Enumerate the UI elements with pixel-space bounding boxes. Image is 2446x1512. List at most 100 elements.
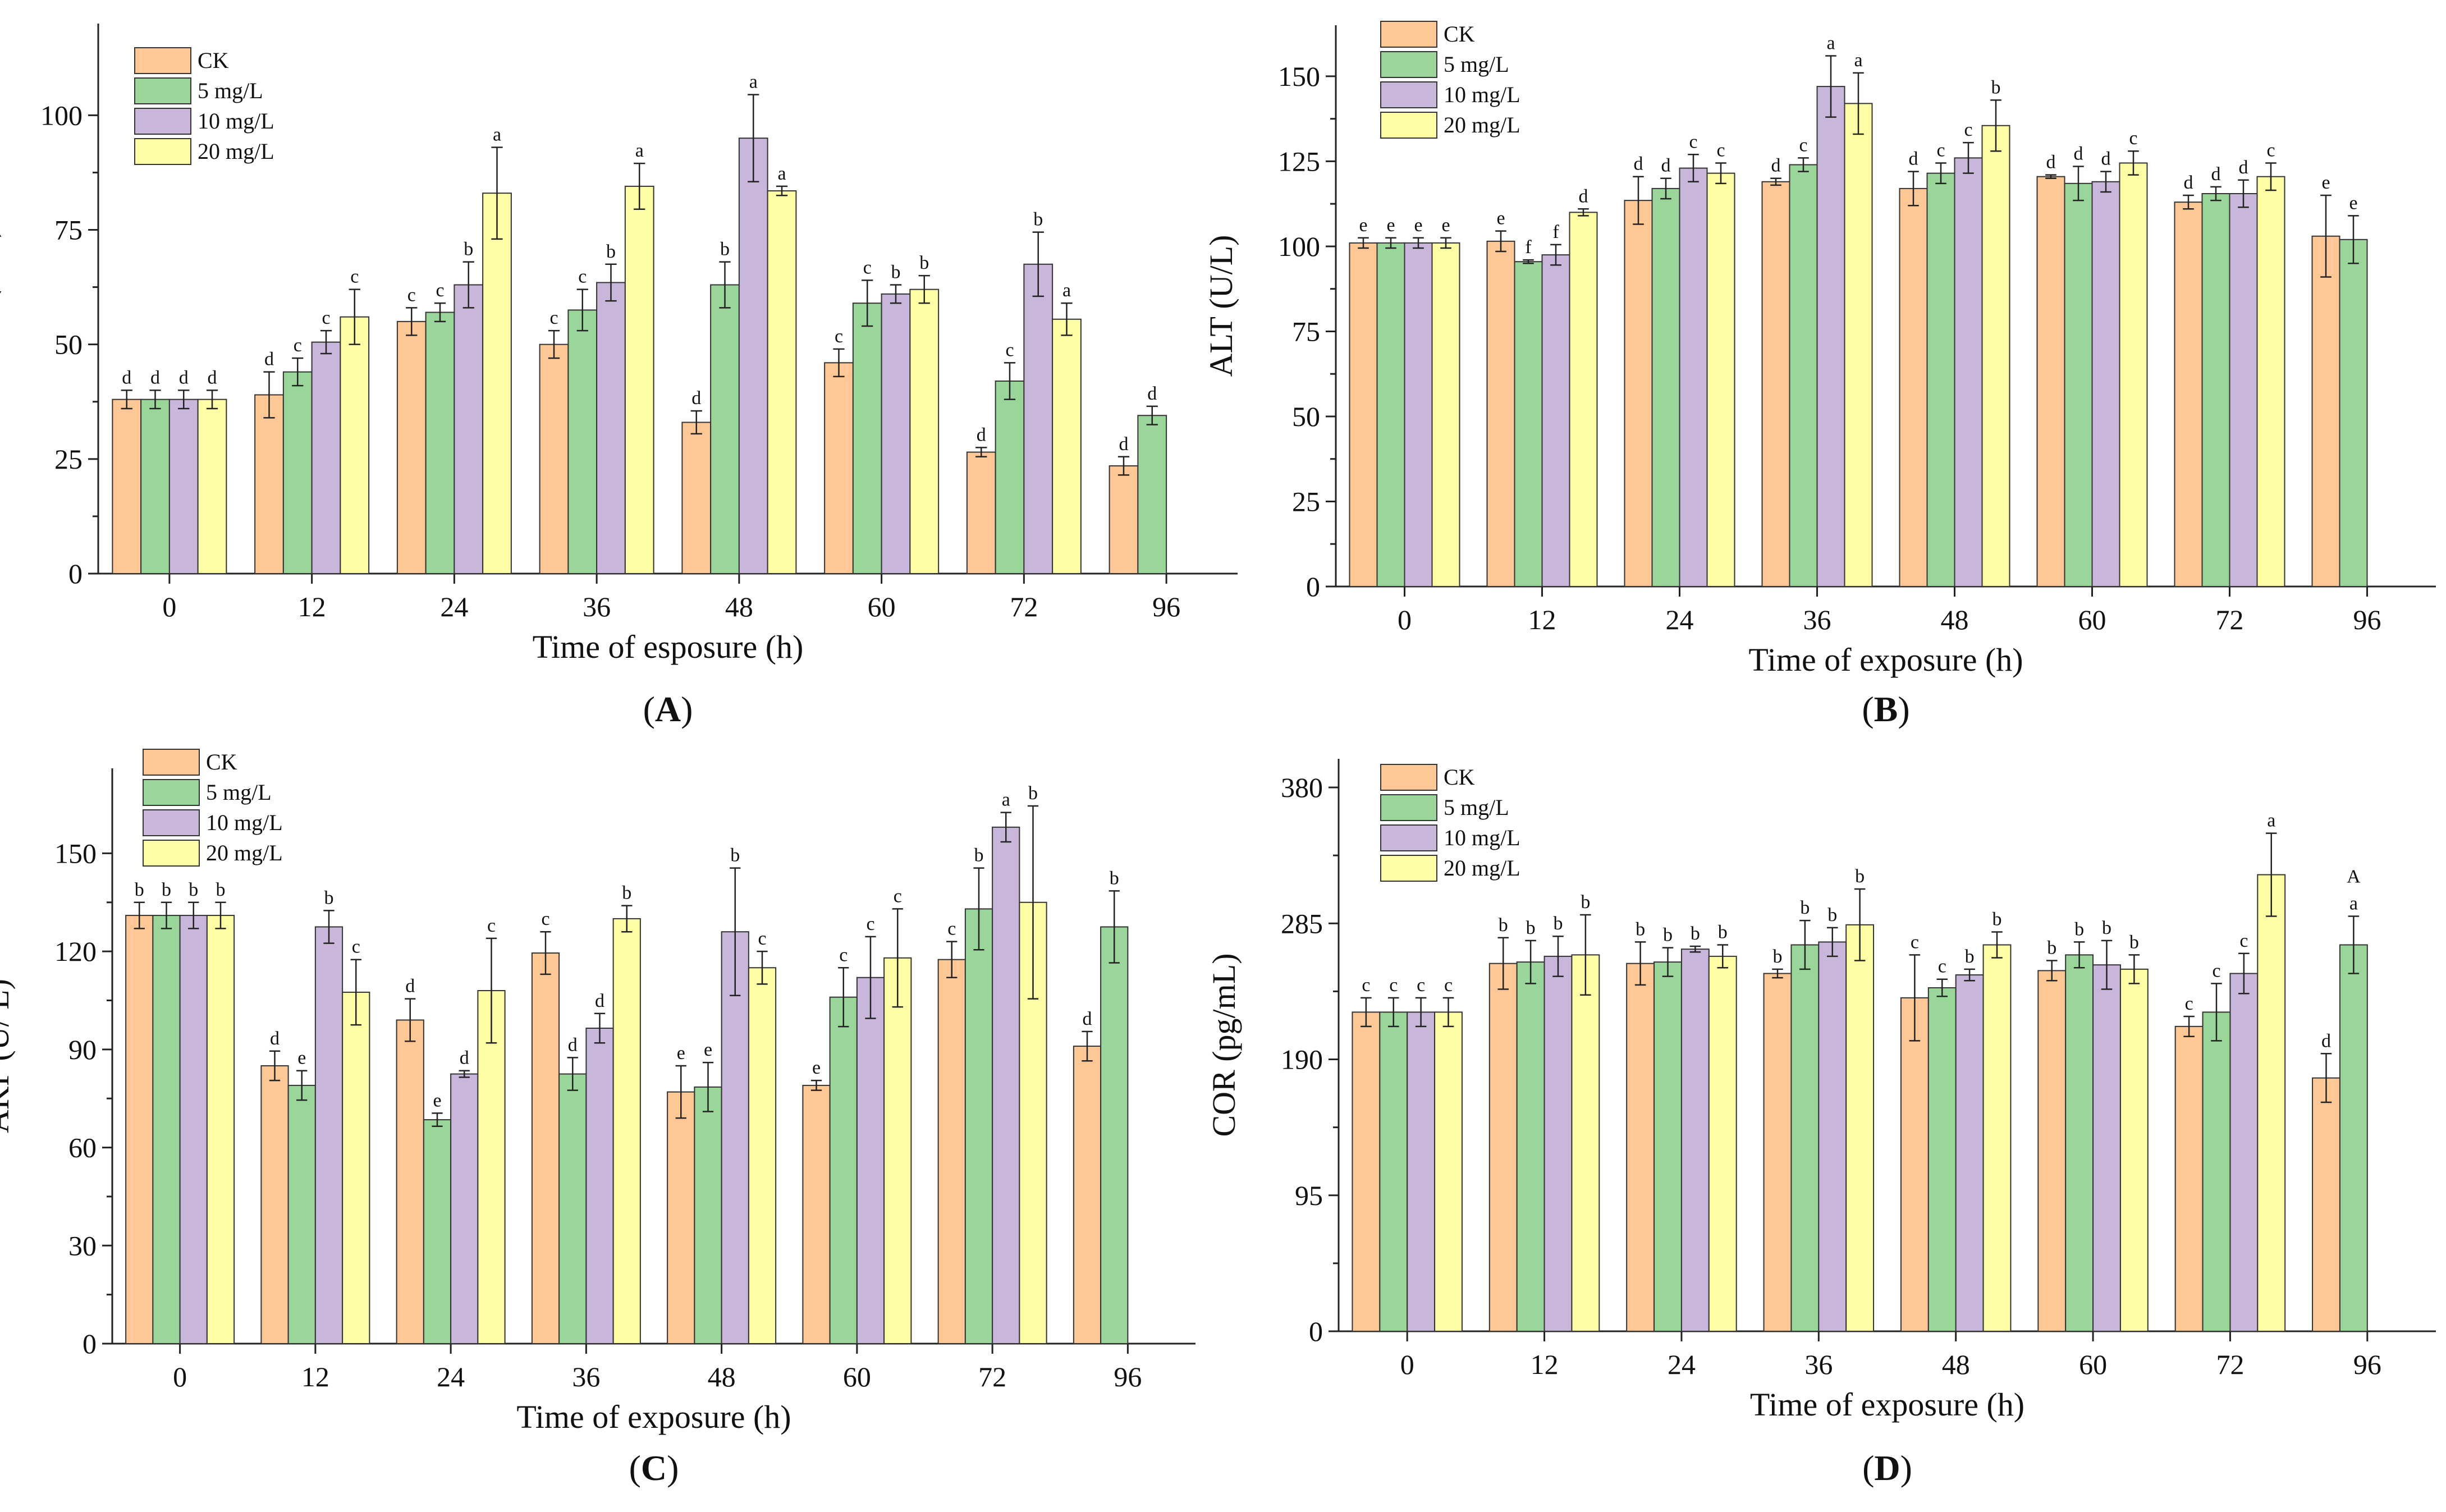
significance-label: d: [568, 1034, 578, 1055]
bar-5mgl: [2202, 1011, 2231, 1332]
error-bar: [1935, 162, 1946, 185]
error-bar: [121, 390, 132, 410]
panel-label-open: (: [1862, 1448, 1874, 1488]
bar-20mgl: [477, 990, 506, 1344]
significance-label: c: [2266, 140, 2275, 161]
legend-label-ck: CK: [206, 749, 237, 775]
legend-label-10mgl: 10 mg/L: [198, 108, 274, 134]
significance-label: b: [891, 262, 901, 283]
error-bar: [1004, 362, 1016, 400]
significance-label: e: [1496, 208, 1505, 229]
error-bar: [1908, 171, 1919, 207]
y-tick-label: 75: [1292, 315, 1320, 347]
legend-label-5mgl: 5 mg/L: [1444, 795, 1509, 820]
significance-label: a: [2267, 810, 2275, 831]
x-tick-label: 24: [440, 591, 468, 622]
error-bar: [323, 910, 335, 944]
bar-ck: [112, 398, 142, 575]
legend-swatch-20mgl: [143, 840, 200, 867]
x-axis-title: Time of exposure (h): [516, 1399, 791, 1435]
bar-10mgl: [2229, 193, 2258, 587]
bar-5mgl: [995, 381, 1025, 574]
significance-label: e: [1441, 215, 1450, 236]
significance-label: a: [1002, 790, 1010, 810]
panel-label-close: ): [1900, 1448, 1912, 1488]
bar-ck: [2037, 970, 2067, 1332]
bar-10mgl: [1818, 941, 1847, 1332]
significance-label: c: [1936, 140, 1945, 161]
error-bar: [1964, 968, 1975, 982]
error-bar: [605, 263, 617, 302]
error-bar: [263, 371, 275, 419]
significance-label: a: [777, 163, 786, 184]
legend-label-ck: CK: [1444, 764, 1475, 790]
bar-5mgl: [2201, 193, 2230, 587]
significance-label: b: [216, 879, 226, 900]
error-bar: [1853, 72, 1864, 135]
y-tick-label: 150: [54, 837, 97, 869]
significance-label: b: [135, 879, 144, 900]
bar-5mgl: [2339, 239, 2368, 587]
significance-label: d: [122, 367, 131, 388]
panel-label-close: ): [1898, 689, 1909, 729]
significance-label: c: [1005, 340, 1014, 360]
bar-ck: [254, 394, 284, 574]
bar-ck: [667, 1091, 695, 1344]
significance-label: e: [704, 1039, 712, 1060]
bar-ck: [1073, 1046, 1102, 1345]
bar-5mgl: [852, 303, 882, 575]
bar-ck: [1486, 240, 1515, 587]
error-bar: [1027, 805, 1039, 1000]
bar-5mgl: [425, 311, 455, 574]
bar-ck: [2174, 1025, 2204, 1332]
error-bar: [2128, 150, 2139, 176]
significance-label: d: [977, 424, 986, 445]
bar-10mgl: [1541, 254, 1570, 588]
bar-ck: [802, 1084, 831, 1345]
bar-20mgl: [624, 185, 654, 574]
panel-label-letter: B: [1874, 689, 1898, 729]
significance-label: d: [2074, 144, 2083, 164]
error-bar: [2046, 960, 2058, 982]
legend-swatch-20mgl: [1380, 112, 1437, 139]
bar-20mgl: [767, 190, 797, 575]
error-bar: [1552, 935, 1564, 977]
x-tick-label: 24: [1666, 604, 1694, 635]
error-bar: [320, 329, 332, 355]
y-tick-label: 25: [1292, 485, 1320, 517]
bar-ck: [1109, 465, 1139, 574]
significance-label: b: [1110, 868, 1119, 888]
error-bar: [1909, 954, 1921, 1042]
x-tick-label: 0: [162, 591, 176, 622]
error-bar: [1662, 947, 1674, 977]
bar-20mgl: [1569, 212, 1598, 588]
error-bar: [1688, 154, 1699, 183]
bar-10mgl: [2092, 964, 2121, 1332]
error-bar: [1550, 244, 1561, 266]
error-bar: [2045, 174, 2056, 179]
panel-label: (A): [643, 689, 693, 729]
x-tick-label: 72: [1010, 591, 1038, 622]
error-bar: [1826, 927, 1838, 957]
error-bar: [675, 1065, 686, 1119]
y-tick-label: 60: [68, 1132, 97, 1163]
significance-label: b: [1663, 925, 1673, 946]
legend-label-ck: CK: [198, 48, 229, 73]
bar-ck: [396, 320, 427, 574]
bar-10mgl: [1955, 974, 1984, 1332]
error-bar: [434, 302, 446, 323]
error-bar: [2210, 186, 2221, 201]
error-bar: [1061, 302, 1073, 336]
bar-ck: [1488, 963, 1518, 1332]
x-axis-title: Time of exposure (h): [1748, 642, 2023, 678]
error-bar: [296, 1070, 308, 1101]
bar-5mgl: [1653, 961, 1682, 1332]
y-axis-title: ALT (U/L): [1203, 235, 1239, 377]
bar-ck: [824, 362, 854, 574]
error-bar: [149, 390, 161, 410]
significance-label: b: [606, 241, 616, 262]
x-tick-label: 96: [1152, 591, 1180, 622]
significance-label: a: [2349, 894, 2358, 914]
